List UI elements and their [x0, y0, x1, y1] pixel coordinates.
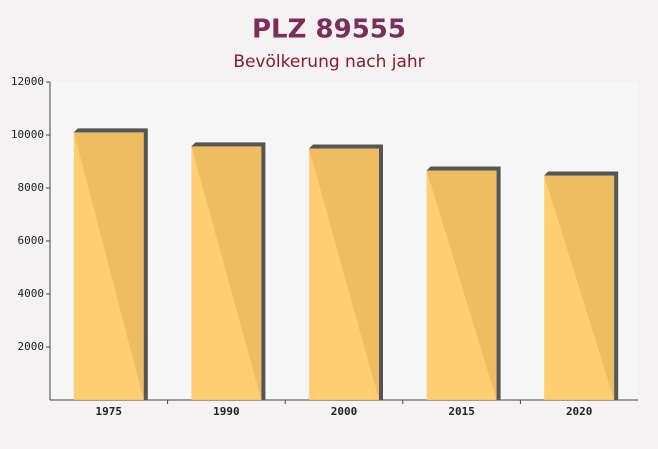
bar	[426, 170, 497, 400]
y-tick-label: 10000	[11, 128, 44, 141]
x-tick-label: 2015	[448, 405, 475, 418]
chart-title: PLZ 89555	[252, 15, 406, 45]
chart-subtitle: Bevölkerung nach jahr	[233, 52, 424, 72]
y-tick-label: 4000	[18, 287, 45, 300]
bar	[309, 148, 379, 400]
x-tick-label: 1975	[96, 405, 123, 418]
x-tick-label: 2020	[566, 405, 593, 418]
y-tick-label: 8000	[18, 181, 45, 194]
x-tick-label: 2000	[331, 405, 358, 418]
bar	[73, 132, 144, 400]
y-tick-label: 2000	[18, 340, 45, 353]
y-tick-label: 6000	[18, 234, 45, 247]
bar	[191, 146, 262, 400]
y-tick-label: 12000	[11, 75, 44, 88]
x-tick-label: 1990	[213, 405, 240, 418]
bar	[544, 175, 615, 400]
